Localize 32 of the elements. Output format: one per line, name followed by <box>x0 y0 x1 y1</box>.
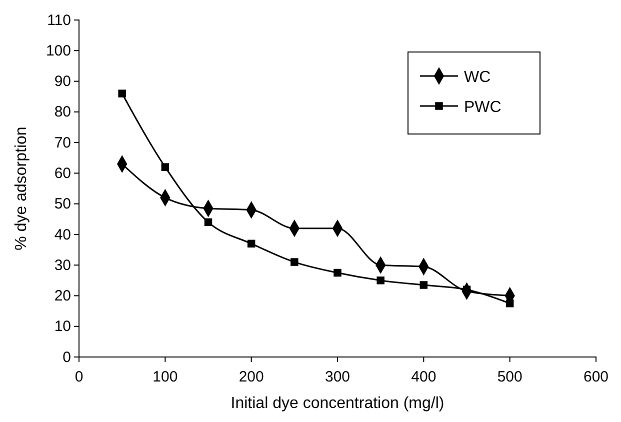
point <box>506 300 514 308</box>
legend-label: WC <box>464 69 491 86</box>
point <box>290 258 298 266</box>
x-tick-label: 200 <box>238 368 264 386</box>
y-tick-label: 20 <box>54 288 71 305</box>
y-tick-label: 50 <box>54 196 71 213</box>
x-tick-label: 500 <box>497 368 522 386</box>
point <box>376 276 384 284</box>
point <box>334 268 342 277</box>
x-tick-label: 0 <box>74 368 84 386</box>
y-tick-label: 0 <box>62 348 71 366</box>
point <box>247 240 256 248</box>
x-tick-label: 300 <box>324 368 350 386</box>
legend-label: PWC <box>464 99 502 116</box>
y-tick-label: 80 <box>54 104 71 121</box>
y-tick-label: 100 <box>46 42 71 60</box>
point <box>161 163 170 171</box>
y-tick-label: 30 <box>54 256 71 274</box>
y-tick-label: 70 <box>54 134 71 152</box>
point <box>204 218 212 226</box>
x-tick-label: 600 <box>583 368 609 386</box>
y-tick-label: 10 <box>54 318 71 336</box>
x-axis-title: Initial dye concentration (mg/l) <box>230 395 444 412</box>
point <box>420 281 428 289</box>
y-tick-label: 90 <box>54 73 71 90</box>
x-tick-label: 100 <box>152 368 178 386</box>
y-tick-label: 60 <box>54 164 71 182</box>
x-tick-label: 400 <box>411 368 436 386</box>
y-axis-title: % dye adsorption <box>13 126 30 250</box>
y-tick-label: 110 <box>47 12 71 29</box>
point <box>118 90 126 98</box>
y-tick-label: 40 <box>54 226 71 244</box>
